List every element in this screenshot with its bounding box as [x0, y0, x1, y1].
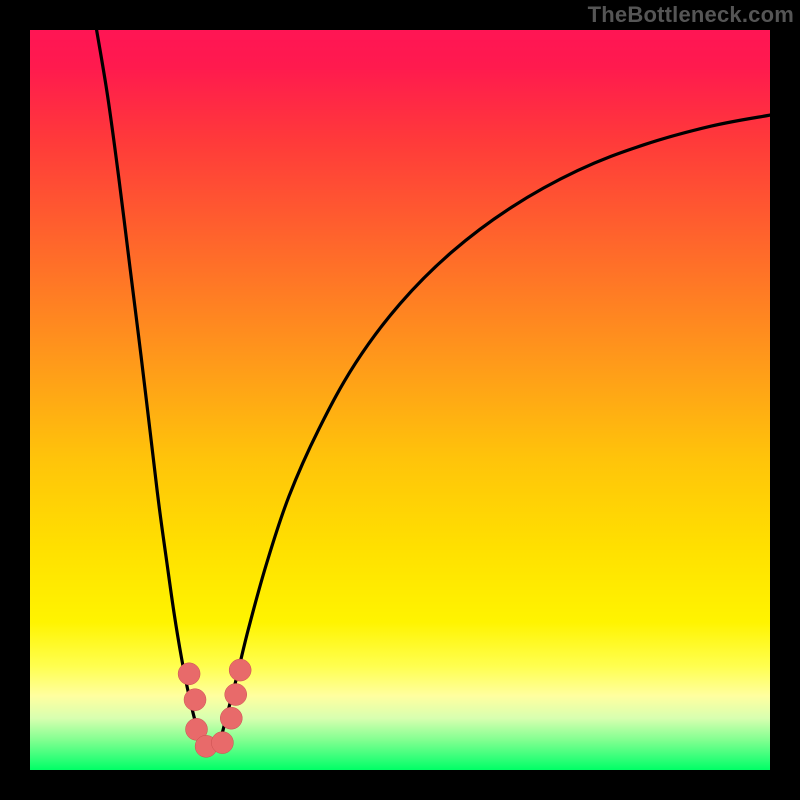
curve-marker	[220, 707, 242, 729]
watermark-text: TheBottleneck.com	[588, 2, 794, 28]
chart-plot-area	[30, 30, 770, 770]
chart-outer-frame: TheBottleneck.com	[0, 0, 800, 800]
curve-marker	[184, 689, 206, 711]
curve-marker	[225, 684, 247, 706]
bottleneck-curve-chart	[30, 30, 770, 770]
curve-marker	[229, 659, 251, 681]
curve-marker	[178, 663, 200, 685]
curve-marker	[211, 732, 233, 754]
